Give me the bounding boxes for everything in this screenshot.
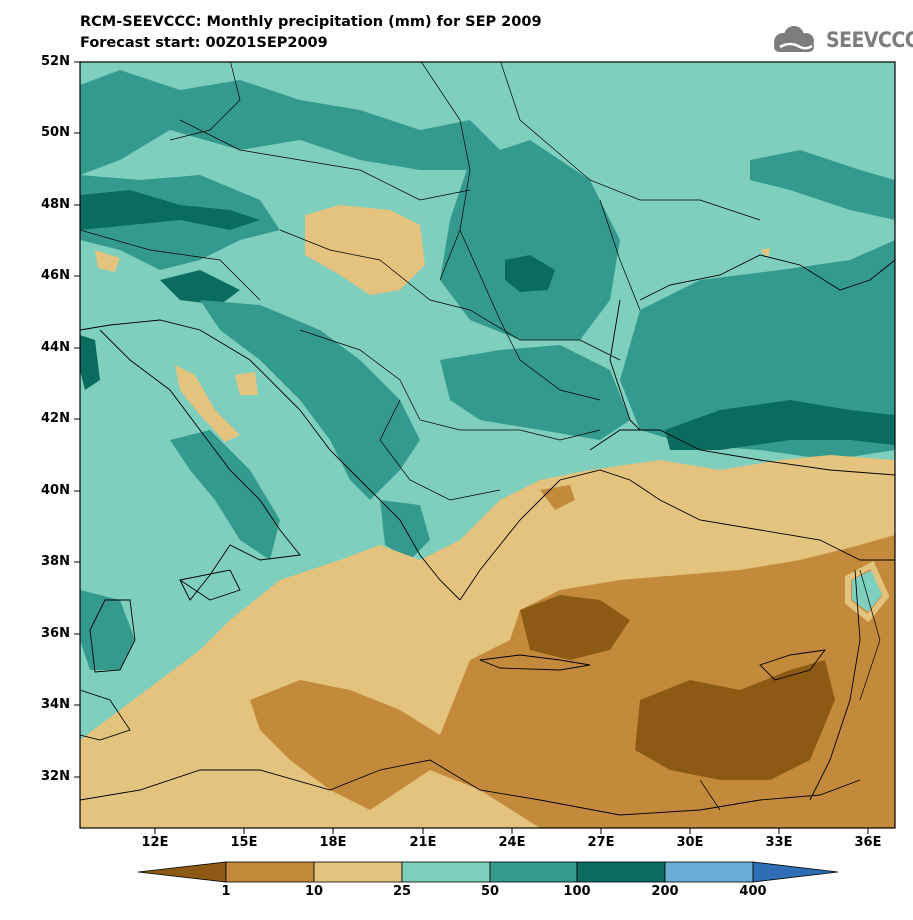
lat-label-46n: 46N [41, 268, 70, 283]
field-100-200-north-alps [160, 270, 240, 305]
lat-label-34n: 34N [41, 697, 70, 712]
lon-label-33e: 33E [765, 835, 793, 850]
field-10-25-po [95, 250, 120, 272]
lat-label-40n: 40N [41, 483, 70, 498]
field-50-100-dinaric [200, 300, 420, 500]
field-50-100-greece-west [380, 500, 430, 560]
lon-label-21e: 21E [409, 835, 437, 850]
colorbar-segment-above-400 [752, 861, 839, 883]
lon-label-24e: 24E [498, 835, 526, 850]
field-0-1-aegean [520, 595, 630, 660]
field-50-100-east [750, 150, 895, 220]
field-50-100-carpathians [440, 140, 620, 340]
lon-label-36e: 36E [854, 835, 882, 850]
field-10-25-adriatic [235, 372, 258, 395]
lat-label-32n: 32N [41, 769, 70, 784]
colorbar-label-100: 100 [563, 884, 591, 899]
lon-label-15e: 15E [230, 835, 258, 850]
lon-ticks [154, 828, 869, 834]
field-100-200-west-coast [80, 335, 100, 390]
field-50-100-sardinia [80, 590, 135, 670]
field-10-25-italy-east [175, 365, 240, 442]
seevccc-logo [774, 26, 814, 52]
colorbar-label-200: 200 [651, 884, 679, 899]
colorbar-segment-50-100 [489, 861, 578, 883]
lat-label-48n: 48N [41, 197, 70, 212]
precipitation-map [80, 62, 895, 828]
field-50-100-north-band [80, 70, 500, 175]
colorbar-label-25: 25 [392, 884, 412, 899]
colorbar-label-50: 50 [480, 884, 500, 899]
lat-label-38n: 38N [41, 554, 70, 569]
lat-label-52n: 52N [41, 54, 70, 69]
field-10-25-levant-ring [845, 560, 890, 623]
field-25-50-levant [852, 570, 882, 612]
lat-label-42n: 42N [41, 411, 70, 426]
colorbar-segment-below-1 [137, 861, 227, 883]
field-50-100-balkans-central [440, 345, 630, 440]
colorbar-segment-1-10 [225, 861, 315, 883]
lat-label-36n: 36N [41, 626, 70, 641]
colorbar-label-400: 400 [739, 884, 767, 899]
field-100-200-carpathian-core [505, 255, 555, 292]
lon-label-27e: 27E [587, 835, 615, 850]
coastlines [80, 254, 895, 816]
colorbar [137, 861, 839, 883]
logo-text: SEEVCCC [826, 28, 913, 52]
lon-label-18e: 18E [319, 835, 347, 850]
colorbar-segment-100-200 [576, 861, 666, 883]
colorbar-segment-25-50 [401, 861, 491, 883]
colorbar-segment-200-400 [664, 861, 754, 883]
map-title: RCM-SEEVCCC: Monthly precipitation (mm) … [80, 14, 542, 30]
field-0-1-levant [635, 660, 835, 780]
field-50-100-black-sea [620, 240, 895, 460]
colorbar-label-10: 10 [304, 884, 324, 899]
field-10-25-pannonian [305, 205, 425, 295]
field-100-200-alps [80, 190, 260, 230]
field-50-100-italy [170, 430, 280, 560]
lat-ticks [74, 61, 80, 778]
colorbar-label-1: 1 [221, 884, 231, 899]
country-borders [80, 62, 881, 811]
field-10-25-crimea-spot [760, 248, 770, 258]
field-100-200-black-sea-south [665, 400, 895, 450]
lat-label-50n: 50N [41, 125, 70, 140]
colorbar-segment-10-25 [313, 861, 403, 883]
lon-label-30e: 30E [676, 835, 704, 850]
map-frame [79, 61, 896, 829]
lon-label-12e: 12E [141, 835, 169, 850]
forecast-start-subtitle: Forecast start: 00Z01SEP2009 [80, 35, 328, 51]
lat-label-44n: 44N [41, 340, 70, 355]
